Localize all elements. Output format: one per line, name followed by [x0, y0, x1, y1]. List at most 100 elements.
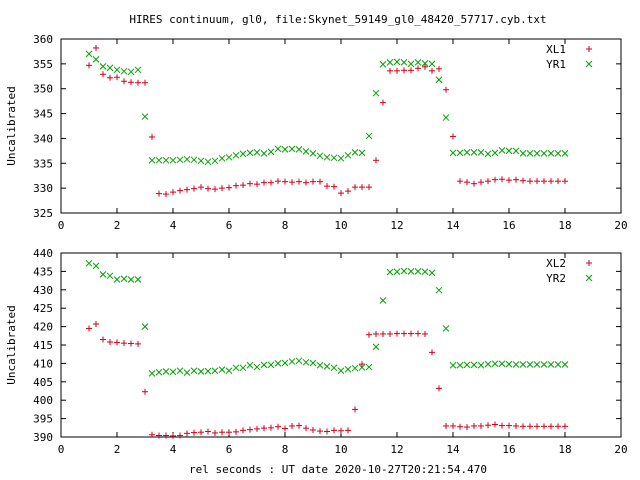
data-point	[400, 59, 408, 66]
data-point	[449, 361, 457, 369]
x-tick-label: 18	[558, 219, 571, 232]
data-point	[471, 422, 477, 429]
data-point	[457, 423, 463, 430]
data-point	[317, 428, 323, 435]
data-point	[86, 62, 92, 69]
data-point	[520, 423, 526, 430]
y-tick-label: 360	[33, 33, 53, 46]
data-point	[463, 148, 471, 156]
series-yr1	[85, 50, 569, 166]
data-point	[443, 422, 449, 429]
data-point	[463, 361, 471, 369]
data-point	[170, 189, 176, 196]
data-point	[470, 361, 478, 369]
y-tick-label: 440	[33, 247, 53, 260]
data-point	[562, 178, 568, 185]
series-yr2	[85, 259, 569, 377]
data-point	[260, 149, 268, 157]
y-tick-label: 390	[33, 431, 53, 444]
data-point	[331, 183, 337, 190]
data-point	[239, 364, 247, 372]
data-point	[310, 427, 316, 434]
x-tick-label: 12	[390, 443, 403, 456]
data-point	[197, 157, 205, 165]
data-point	[337, 154, 345, 162]
data-point	[162, 156, 170, 164]
data-point	[198, 429, 204, 436]
data-point	[408, 67, 414, 74]
data-point	[386, 268, 394, 276]
data-point	[282, 178, 288, 185]
data-point	[449, 149, 457, 157]
data-point	[478, 422, 484, 429]
data-point	[268, 424, 274, 431]
data-point	[275, 423, 281, 430]
data-point	[120, 275, 128, 283]
data-point	[526, 361, 534, 368]
x-tick-label: 16	[502, 219, 515, 232]
data-point	[212, 186, 218, 193]
data-point	[219, 185, 225, 192]
data-point	[393, 268, 401, 276]
data-point	[155, 156, 163, 164]
data-point	[100, 336, 106, 343]
x-tick-label: 12	[390, 219, 403, 232]
data-point	[289, 179, 295, 186]
data-point	[198, 184, 204, 191]
data-point	[218, 154, 226, 162]
data-point	[183, 369, 191, 376]
data-point	[281, 146, 289, 153]
data-point	[253, 148, 261, 156]
data-point	[358, 364, 366, 371]
data-point	[135, 340, 141, 347]
data-point	[464, 424, 470, 431]
data-point	[211, 157, 219, 165]
data-point	[317, 178, 323, 185]
data-point	[435, 286, 443, 294]
data-point	[527, 178, 533, 185]
data-point	[414, 59, 422, 66]
data-point	[99, 270, 107, 278]
y-tick-label: 415	[33, 339, 53, 352]
y-tick-label: 395	[33, 413, 53, 426]
data-point	[163, 191, 169, 198]
data-point	[246, 149, 254, 157]
x-tick-label: 4	[170, 443, 177, 456]
data-point	[344, 151, 352, 159]
x-tick-label: 2	[114, 219, 121, 232]
data-point	[177, 432, 183, 439]
data-point	[407, 268, 415, 275]
data-point	[491, 360, 499, 368]
series-xl1	[86, 44, 568, 198]
data-point	[142, 388, 148, 395]
data-point	[352, 406, 358, 413]
data-point	[191, 429, 197, 436]
data-point	[555, 423, 561, 430]
data-point	[148, 156, 156, 164]
data-point	[400, 267, 408, 275]
data-point	[240, 182, 246, 189]
data-point	[436, 385, 442, 392]
data-point	[345, 188, 351, 195]
data-point	[169, 368, 177, 376]
data-point	[548, 423, 554, 430]
x-tick-label: 8	[282, 219, 289, 232]
data-point	[232, 364, 240, 372]
data-point	[281, 359, 289, 367]
data-point	[176, 156, 184, 164]
data-point	[86, 325, 92, 332]
data-point	[435, 76, 443, 84]
data-point	[330, 154, 338, 162]
y-tick-label: 420	[33, 321, 53, 334]
data-point	[478, 179, 484, 186]
data-point	[191, 185, 197, 192]
data-point	[499, 176, 505, 183]
data-point	[100, 71, 106, 78]
data-point	[316, 361, 324, 369]
data-point	[219, 429, 225, 436]
data-point	[323, 362, 331, 370]
data-point	[554, 361, 562, 368]
data-point	[142, 79, 148, 86]
